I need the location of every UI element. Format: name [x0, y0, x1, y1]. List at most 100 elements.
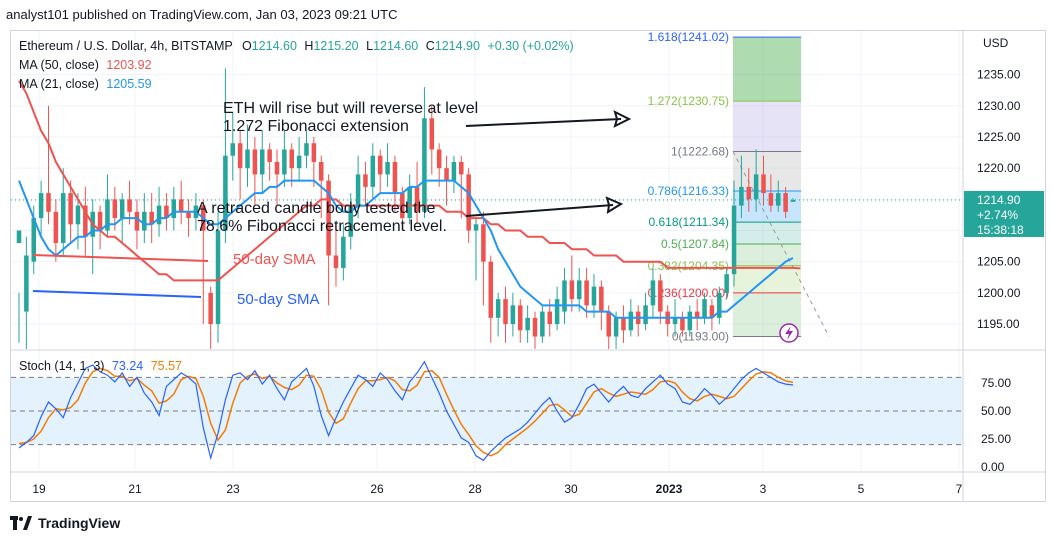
candle-body — [341, 236, 346, 268]
candle-body — [38, 193, 44, 219]
fib-zone — [733, 243, 801, 266]
fib-level-label: 0.618(1211.34) — [648, 215, 729, 229]
fibonacci-zones: 1.618(1241.02) 1.272(1230.75) 1(1222.68) 0.… — [648, 31, 830, 344]
legend-open-label: O — [242, 39, 252, 53]
candle-body — [127, 199, 132, 212]
candle-body — [282, 149, 287, 175]
candle-body — [31, 218, 37, 262]
candle-body — [304, 143, 309, 156]
legend-symbol-row: Ethereum / U.S. Dollar, 4h, BITSTAMP O 12… — [19, 39, 574, 53]
candle-body — [259, 149, 265, 175]
candle-body — [510, 305, 516, 325]
candle-body — [606, 311, 611, 337]
ma50-line — [18, 80, 801, 282]
legend-ma21-label: MA (21, close) — [19, 77, 99, 91]
fib-level-label: 1.272(1230.75) — [648, 94, 729, 108]
candle-body — [24, 255, 29, 312]
candle-body — [459, 161, 464, 175]
candle-body — [503, 299, 508, 325]
legend-ma50-row[interactable]: MA (50, close) 1203.92 — [19, 58, 152, 72]
price-tick-label: 1205.00 — [977, 255, 1021, 269]
price-tag-price: 1214.90 — [977, 193, 1021, 207]
fib-level-label: 0.786(1216.33) — [648, 184, 729, 198]
fib-level-label: 1(1222.68) — [671, 144, 729, 158]
annotation-layer: ETH will rise but will reverse at level … — [32, 100, 632, 308]
fib-zone — [733, 265, 801, 293]
candle-body — [60, 193, 66, 243]
price-tag-change: +2.74% — [977, 208, 1018, 222]
stoch-k-line — [18, 360, 794, 462]
price-layer — [11, 68, 963, 349]
legend-symbol[interactable]: Ethereum / U.S. Dollar, 4h, BITSTAMP — [19, 39, 233, 53]
candle-body — [119, 199, 125, 219]
candle-body — [576, 280, 582, 300]
candle-body — [429, 118, 435, 150]
candle-body — [208, 292, 213, 325]
legend-stoch-d: 75.57 — [150, 359, 182, 373]
legend-change: +0.30 (+0.02%) — [487, 39, 574, 53]
candle-body — [149, 211, 154, 225]
candle-body — [790, 199, 796, 202]
candle-body — [46, 193, 51, 212]
candle-body — [451, 161, 457, 181]
legend-close: 1214.90 — [434, 39, 480, 53]
candle-body — [746, 186, 752, 200]
legend-ma21-row[interactable]: MA (21, close) 1205.59 — [19, 77, 152, 91]
price-tick-label: 1195.00 — [977, 317, 1020, 331]
arrow-head-0786 — [605, 196, 624, 214]
candle-body — [495, 299, 501, 318]
footer-brand[interactable]: TradingView — [10, 512, 120, 534]
candle-body — [466, 174, 471, 231]
candle-body — [407, 186, 412, 219]
legend-high: 1215.20 — [313, 39, 359, 53]
legend-low-label: L — [366, 39, 374, 53]
candle-body — [547, 311, 553, 325]
candle-body — [171, 199, 177, 219]
candle-body — [348, 205, 353, 237]
candle-body — [753, 174, 759, 200]
candle-body — [517, 305, 523, 331]
chart-svg[interactable]: 1.618(1241.02) 1.272(1230.75) 1(1222.68) 0.… — [11, 31, 1045, 501]
candle-body — [783, 193, 788, 212]
candle-body — [178, 199, 184, 212]
stoch-tick-label: 0.00 — [981, 460, 1005, 474]
legend-stoch-row[interactable]: Stoch (14, 1, 3) 73.24 75.57 — [19, 359, 182, 373]
legend-low: 1214.60 — [373, 39, 419, 53]
time-tick-label: 19 — [32, 482, 46, 496]
candle-body — [16, 230, 22, 243]
tradingview-logo-icon — [10, 516, 32, 530]
lightning-icon — [779, 323, 799, 343]
fib-level-label: 0.382(1204.35) — [648, 259, 729, 273]
price-tick-label: 1235.00 — [977, 68, 1021, 82]
candle-body — [164, 205, 169, 219]
candle-body — [473, 224, 479, 231]
price-tick-label: 1200.00 — [977, 286, 1021, 300]
candle-body — [591, 286, 597, 306]
currency-label: USD — [983, 36, 1009, 50]
annotation-sma50-blue: 50-day SMA — [237, 291, 320, 308]
candle-body — [274, 161, 280, 175]
legend-ma50-label: MA (50, close) — [19, 58, 99, 72]
candle-body — [223, 155, 228, 231]
time-tick-label: 7 — [956, 482, 963, 496]
candle-body — [112, 199, 118, 219]
stoch-tick-label: 50.00 — [981, 404, 1011, 418]
candle-body — [532, 317, 538, 337]
annotation-eth-rise-line1: ETH will rise but will reverse at level — [223, 100, 478, 117]
candle-body — [230, 143, 236, 156]
candle-body — [724, 274, 729, 293]
candle-body — [680, 317, 685, 331]
candle-body — [481, 224, 486, 262]
fib-level-label: 0.236(1200.00) — [648, 286, 729, 300]
price-tag — [964, 190, 1044, 237]
candle-body — [215, 230, 221, 325]
candle-body — [355, 174, 361, 206]
legend-stoch-k: 73.24 — [111, 359, 144, 373]
candle-body — [717, 292, 722, 318]
candle-body — [709, 305, 715, 318]
candle-body — [658, 280, 663, 312]
sma50-red-guide-line — [32, 254, 209, 262]
candle-body — [75, 205, 81, 225]
fib-level-label: 1.618(1241.02) — [648, 31, 729, 44]
candle-body — [599, 286, 604, 312]
